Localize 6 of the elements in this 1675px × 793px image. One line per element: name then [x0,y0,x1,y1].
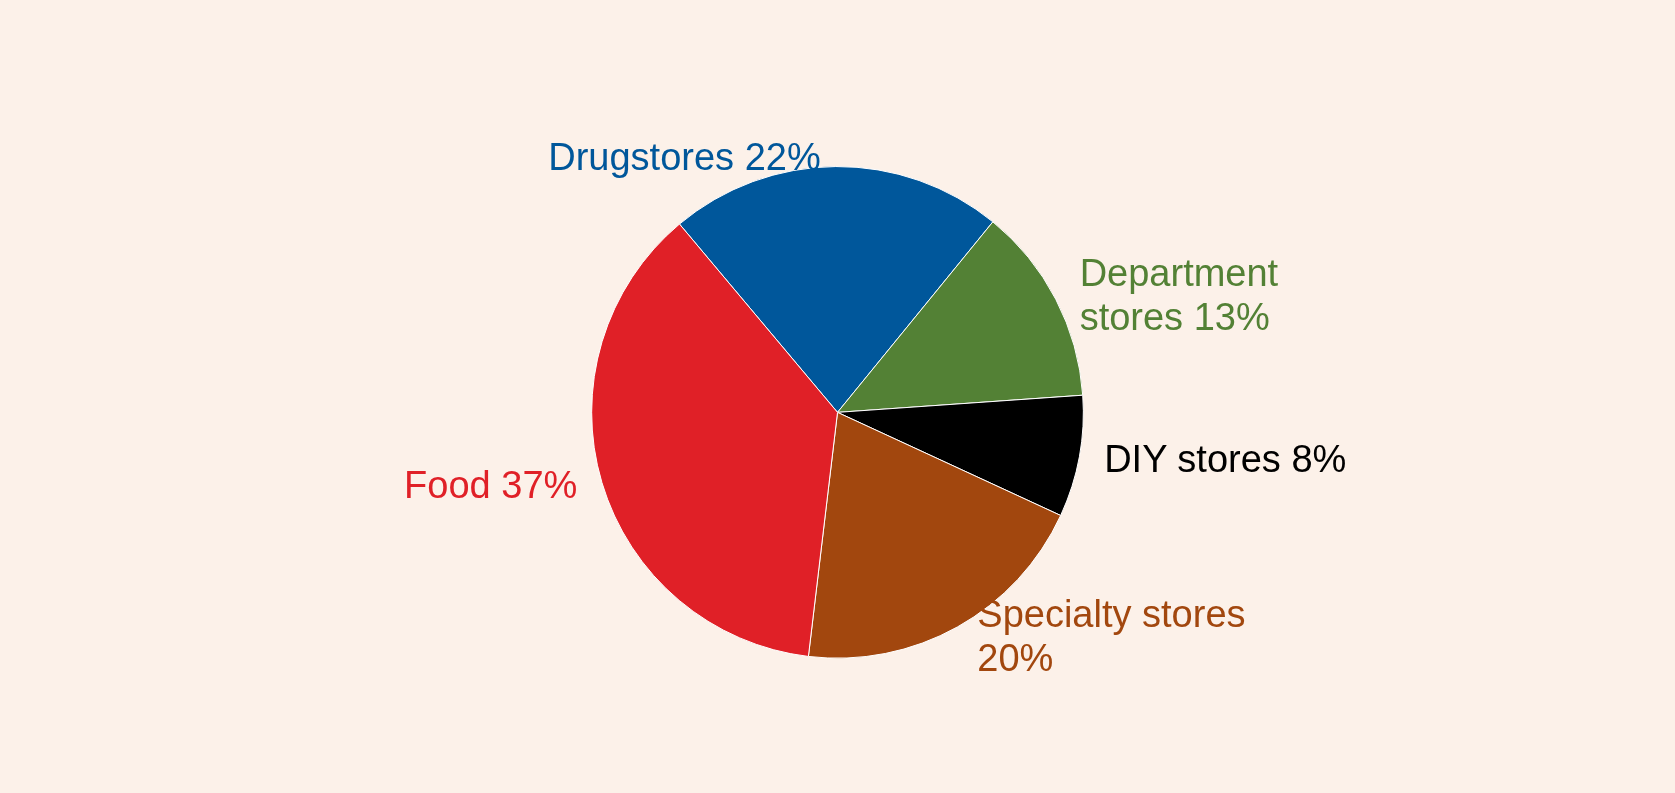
slice-label: Department stores 13% [1079,251,1289,338]
slice-label: Specialty stores [977,592,1257,635]
slice-label: DIY stores 8% [1104,437,1347,480]
slice-label: Food 37% [404,464,578,507]
slice-label: Drugstores 22% [548,135,821,178]
data-label: 20% [977,636,1054,679]
